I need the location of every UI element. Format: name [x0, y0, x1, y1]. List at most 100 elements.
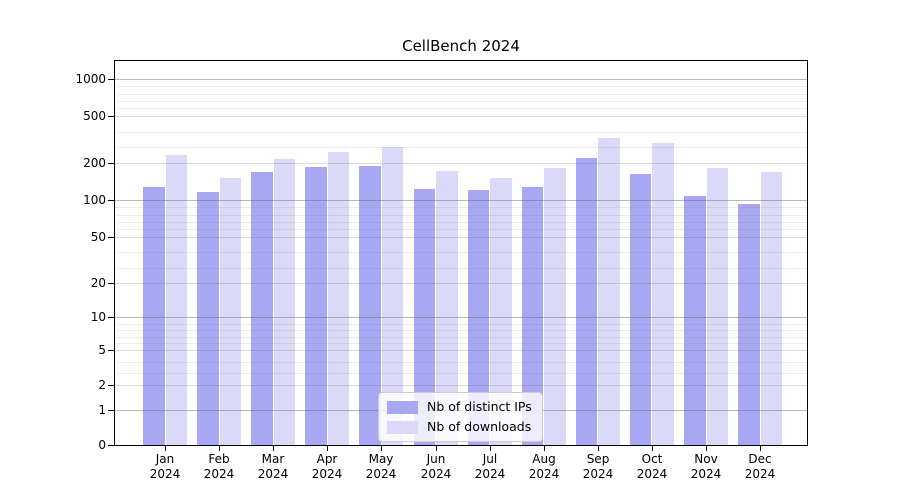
- bar-downloads-jul: [490, 177, 512, 445]
- y-tick-label: 20: [90, 276, 106, 290]
- y-tick-label: 100: [83, 193, 106, 207]
- bar-downloads-feb: [219, 178, 242, 445]
- bar-distinct-ips-jul: [467, 190, 490, 445]
- x-tick-month: Jul: [482, 452, 498, 466]
- x-tick-month: Dec: [748, 452, 772, 466]
- bar-downloads-nov: [706, 168, 728, 445]
- x-tick-month: Jun: [426, 452, 446, 466]
- gridline-minor: [115, 147, 807, 148]
- x-tick-label-apr: Apr 2024: [295, 452, 359, 482]
- x-tick-mark: [544, 446, 545, 451]
- bar-distinct-ips-sep: [575, 158, 598, 445]
- x-tick-mark: [381, 446, 382, 451]
- y-tick-mark: [108, 163, 114, 164]
- bar-downloads-mar: [273, 159, 296, 445]
- y-tick-label: 1: [98, 403, 106, 417]
- x-tick-label-sep: Sep 2024: [566, 452, 630, 482]
- gridline-major: [115, 79, 807, 80]
- gridline-major: [115, 163, 807, 164]
- legend-label-downloads: Nb of downloads: [427, 419, 532, 434]
- bar-distinct-ips-aug: [521, 187, 544, 445]
- y-tick-mark: [108, 385, 114, 386]
- legend-swatch-downloads: [387, 420, 418, 434]
- x-tick-mark: [652, 446, 653, 451]
- x-tick-label-feb: Feb 2024: [187, 452, 251, 482]
- legend-item-downloads: Nb of downloads: [387, 420, 532, 434]
- x-tick-year: 2024: [203, 467, 235, 481]
- legend-label-distinct-ips: Nb of distinct IPs: [427, 399, 532, 414]
- y-tick-label: 200: [83, 156, 106, 170]
- gridline-minor: [115, 101, 807, 102]
- bar-downloads-jan: [165, 155, 187, 445]
- y-tick-mark: [108, 116, 114, 117]
- x-tick-year: 2024: [420, 467, 452, 481]
- x-tick-label-oct: Oct 2024: [620, 452, 684, 482]
- x-tick-mark: [706, 446, 707, 451]
- y-tick-mark: [108, 317, 114, 318]
- x-tick-year: 2024: [636, 467, 668, 481]
- gridline-minor: [115, 132, 807, 133]
- x-tick-label-jun: Jun 2024: [404, 452, 468, 482]
- bar-distinct-ips-jun: [413, 189, 435, 445]
- y-tick-label: 10: [90, 310, 106, 324]
- x-tick-label-jan: Jan 2024: [133, 452, 197, 482]
- x-tick-month: Oct: [641, 452, 663, 466]
- gridline-minor: [115, 86, 807, 87]
- gridline-minor: [115, 94, 807, 95]
- x-tick-month: Jan: [155, 452, 175, 466]
- x-tick-mark: [219, 446, 220, 451]
- gridline-major: [115, 116, 807, 117]
- bar-distinct-ips-dec: [738, 203, 760, 445]
- x-tick-month: Nov: [694, 452, 718, 466]
- y-tick-mark: [108, 79, 114, 80]
- bar-distinct-ips-nov: [684, 195, 706, 445]
- x-tick-label-dec: Dec 2024: [728, 452, 792, 482]
- x-tick-year: 2024: [474, 467, 506, 481]
- x-tick-month: Sep: [586, 452, 610, 466]
- x-tick-mark: [490, 446, 491, 451]
- x-tick-year: 2024: [528, 467, 560, 481]
- x-tick-month: May: [368, 452, 394, 466]
- bar-downloads-apr: [327, 152, 350, 445]
- bar-downloads-may: [381, 146, 404, 445]
- x-tick-year: 2024: [311, 467, 343, 481]
- x-tick-month: Mar: [261, 452, 285, 466]
- chart-title: CellBench 2024: [402, 37, 520, 55]
- bar-downloads-oct: [652, 142, 674, 445]
- y-tick-mark: [108, 200, 114, 201]
- x-tick-month: Feb: [208, 452, 230, 466]
- x-tick-mark: [598, 446, 599, 451]
- x-tick-mark: [273, 446, 274, 451]
- bar-downloads-dec: [760, 172, 783, 445]
- bar-downloads-jun: [436, 171, 458, 445]
- x-tick-month: Apr: [316, 452, 338, 466]
- x-tick-label-nov: Nov 2024: [674, 452, 738, 482]
- x-tick-label-mar: Mar 2024: [241, 452, 305, 482]
- x-tick-year: 2024: [690, 467, 722, 481]
- bar-downloads-aug: [544, 167, 566, 445]
- y-tick-label: 1000: [75, 72, 106, 86]
- x-tick-year: 2024: [257, 467, 289, 481]
- x-tick-mark: [327, 446, 328, 451]
- bar-distinct-ips-apr: [305, 166, 327, 445]
- bar-distinct-ips-oct: [629, 174, 652, 445]
- x-tick-label-jul: Jul 2024: [458, 452, 522, 482]
- x-tick-month: Aug: [532, 452, 556, 466]
- y-tick-label: 5: [98, 343, 106, 357]
- y-tick-mark: [108, 445, 114, 446]
- x-tick-label-may: May 2024: [349, 452, 413, 482]
- x-tick-year: 2024: [744, 467, 776, 481]
- x-tick-mark: [760, 446, 761, 451]
- gridline-minor: [115, 108, 807, 109]
- x-tick-label-aug: Aug 2024: [512, 452, 576, 482]
- x-tick-year: 2024: [582, 467, 614, 481]
- plot-area: Nb of distinct IPs Nb of downloads: [114, 60, 808, 446]
- x-tick-mark: [436, 446, 437, 451]
- legend-item-distinct-ips: Nb of distinct IPs: [387, 400, 532, 414]
- y-tick-mark: [108, 283, 114, 284]
- legend: Nb of distinct IPs Nb of downloads: [378, 392, 543, 442]
- y-tick-label: 2: [98, 378, 106, 392]
- y-tick-mark: [108, 410, 114, 411]
- bar-distinct-ips-mar: [251, 171, 273, 445]
